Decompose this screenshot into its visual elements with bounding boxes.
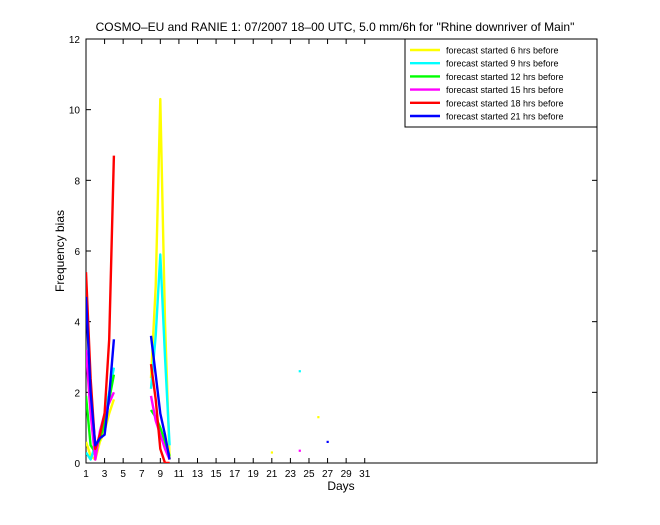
series-line bbox=[149, 335, 171, 460]
y-tick-label: 4 bbox=[74, 318, 80, 329]
x-tick-label: 19 bbox=[248, 469, 260, 480]
x-axis: 1 3 5 7 9 11 13 15 17 19 21 23 25 27 29 31 bbox=[83, 39, 371, 480]
x-tick-label: 13 bbox=[192, 469, 204, 480]
series-line bbox=[86, 296, 116, 447]
y-tick-label: 12 bbox=[69, 35, 81, 46]
series-6 bbox=[86, 296, 329, 460]
y-tick-label: 2 bbox=[74, 388, 80, 399]
y-tick-label: 10 bbox=[69, 106, 81, 117]
x-tick-label: 31 bbox=[359, 469, 371, 480]
x-tick-label: 3 bbox=[102, 469, 108, 480]
legend-label: forecast started 12 hrs before bbox=[446, 72, 564, 82]
x-tick-label: 5 bbox=[120, 469, 126, 480]
series-point bbox=[270, 451, 274, 454]
legend-label: forecast started 6 hrs before bbox=[446, 46, 559, 56]
legend: forecast started 6 hrs before forecast st… bbox=[404, 38, 598, 128]
x-tick-label: 25 bbox=[303, 469, 315, 480]
legend-box bbox=[404, 38, 598, 128]
y-axis: 0 2 4 6 8 10 12 bbox=[69, 35, 597, 470]
x-tick-label: 7 bbox=[139, 469, 145, 480]
x-tick-label: 17 bbox=[229, 469, 241, 480]
legend-label: forecast started 9 hrs before bbox=[446, 59, 559, 69]
x-tick-label: 1 bbox=[83, 469, 89, 480]
x-tick-label: 21 bbox=[266, 469, 278, 480]
y-axis-label: Frequency bias bbox=[53, 210, 67, 292]
y-tick-label: 6 bbox=[74, 247, 80, 258]
legend-label: forecast started 18 hrs before bbox=[446, 98, 564, 108]
series-line bbox=[149, 395, 171, 460]
series-point bbox=[298, 370, 301, 373]
x-tick-label: 15 bbox=[211, 469, 223, 480]
y-tick-label: 0 bbox=[74, 459, 80, 470]
x-tick-label: 9 bbox=[158, 469, 164, 480]
x-tick-label: 29 bbox=[341, 469, 353, 480]
x-tick-label: 27 bbox=[322, 469, 334, 480]
x-axis-label: Days bbox=[327, 479, 354, 493]
series-point bbox=[298, 449, 301, 452]
series-point bbox=[326, 440, 329, 443]
x-tick-label: 11 bbox=[174, 469, 185, 480]
series-layer bbox=[86, 97, 329, 463]
series-point bbox=[317, 416, 320, 419]
legend-label: forecast started 15 hrs before bbox=[446, 85, 564, 95]
series-line bbox=[149, 363, 170, 463]
x-tick-label: 23 bbox=[285, 469, 297, 480]
y-tick-label: 8 bbox=[74, 176, 80, 187]
legend-label: forecast started 21 hrs before bbox=[446, 112, 564, 122]
chart-title: COSMO–EU and RANIE 1: 07/2007 18–00 UTC,… bbox=[96, 20, 575, 34]
